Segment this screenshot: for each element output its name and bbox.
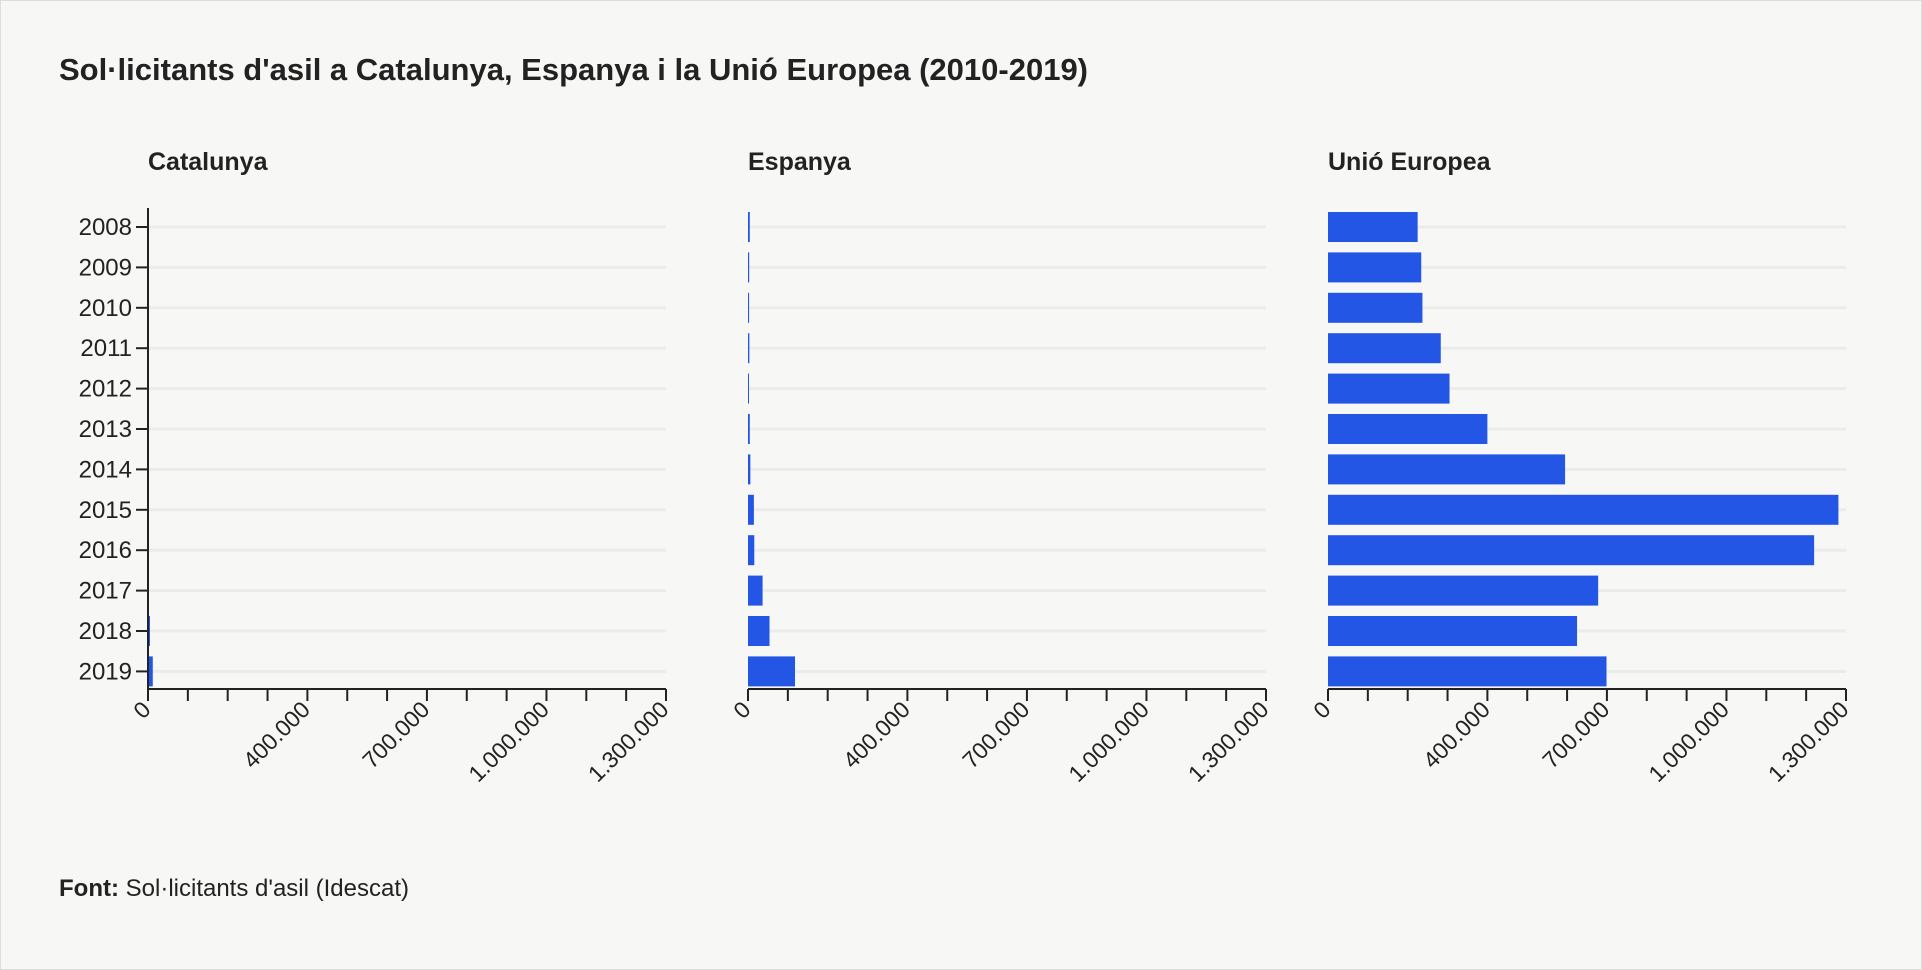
x-tick-label: 700.000: [357, 696, 434, 773]
y-tick-label: 2019: [79, 658, 132, 685]
source-label: Font:: [59, 875, 119, 902]
bar-Espanya-2014: [748, 454, 751, 485]
panel-title: Unió Europea: [1328, 148, 1492, 176]
x-tick-label: 0: [128, 696, 155, 723]
bar-Catalunya-2019: [148, 656, 153, 687]
x-tick-label: 1.000.000: [463, 696, 554, 787]
chart-title: Sol·licitants d'asil a Catalunya, Espany…: [59, 52, 1089, 87]
bar-Unió Europea-2014: [1328, 454, 1566, 485]
x-tick-label: 1.000.000: [1643, 696, 1734, 787]
y-tick-label: 2018: [79, 618, 132, 645]
panel-title: Catalunya: [148, 148, 269, 176]
y-tick-label: 2017: [79, 578, 132, 605]
x-tick-label: 400.000: [1418, 696, 1495, 773]
bar-Unió Europea-2019: [1328, 656, 1607, 687]
x-tick-label: 700.000: [1537, 696, 1614, 773]
bar-Unió Europea-2008: [1328, 212, 1418, 242]
bar-Unió Europea-2016: [1328, 535, 1815, 566]
bar-Espanya-2010: [748, 292, 750, 323]
y-tick-label: 2016: [79, 537, 132, 564]
source-note: Font: Sol·licitants d'asil (Idescat): [59, 875, 409, 903]
x-tick-label: 1.300.000: [1763, 696, 1854, 787]
x-tick-label: 400.000: [238, 696, 315, 773]
bar-Espanya-2019: [748, 656, 796, 687]
y-tick-label: 2013: [79, 416, 132, 443]
panel-title: Espanya: [748, 148, 852, 176]
y-tick-label: 2015: [79, 497, 132, 524]
x-tick-label: 1.300.000: [583, 696, 674, 787]
bar-Espanya-2015: [748, 494, 754, 525]
bar-Unió Europea-2013: [1328, 414, 1488, 444]
y-tick-label: 2014: [79, 456, 132, 483]
bar-Espanya-2018: [748, 616, 770, 646]
y-tick-label: 2010: [79, 295, 132, 322]
y-tick-label: 2011: [80, 335, 132, 362]
bar-Unió Europea-2010: [1328, 292, 1423, 323]
x-tick-label: 0: [728, 696, 755, 723]
bar-Espanya-2008: [748, 212, 750, 242]
bar-Unió Europea-2012: [1328, 373, 1450, 404]
x-tick-label: 400.000: [838, 696, 915, 773]
y-tick-label: 2012: [79, 376, 132, 403]
bar-Espanya-2011: [748, 333, 750, 364]
source-text: Sol·licitants d'asil (Idescat): [125, 875, 409, 902]
bar-Espanya-2009: [748, 252, 750, 283]
y-tick-label: 2008: [79, 214, 132, 241]
bar-Espanya-2017: [748, 575, 763, 606]
bar-Unió Europea-2011: [1328, 333, 1441, 364]
bar-Unió Europea-2018: [1328, 616, 1578, 646]
x-tick-label: 700.000: [957, 696, 1034, 773]
bar-Espanya-2013: [748, 414, 750, 444]
x-tick-label: 1.000.000: [1063, 696, 1154, 787]
bar-Espanya-2012: [748, 373, 749, 404]
bar-Unió Europea-2009: [1328, 252, 1422, 283]
x-tick-label: 0: [1308, 696, 1335, 723]
bar-Unió Europea-2015: [1328, 494, 1839, 525]
bar-Espanya-2016: [748, 535, 755, 566]
y-tick-label: 2009: [79, 254, 132, 281]
x-tick-label: 1.300.000: [1183, 696, 1274, 787]
bar-Unió Europea-2017: [1328, 575, 1599, 606]
